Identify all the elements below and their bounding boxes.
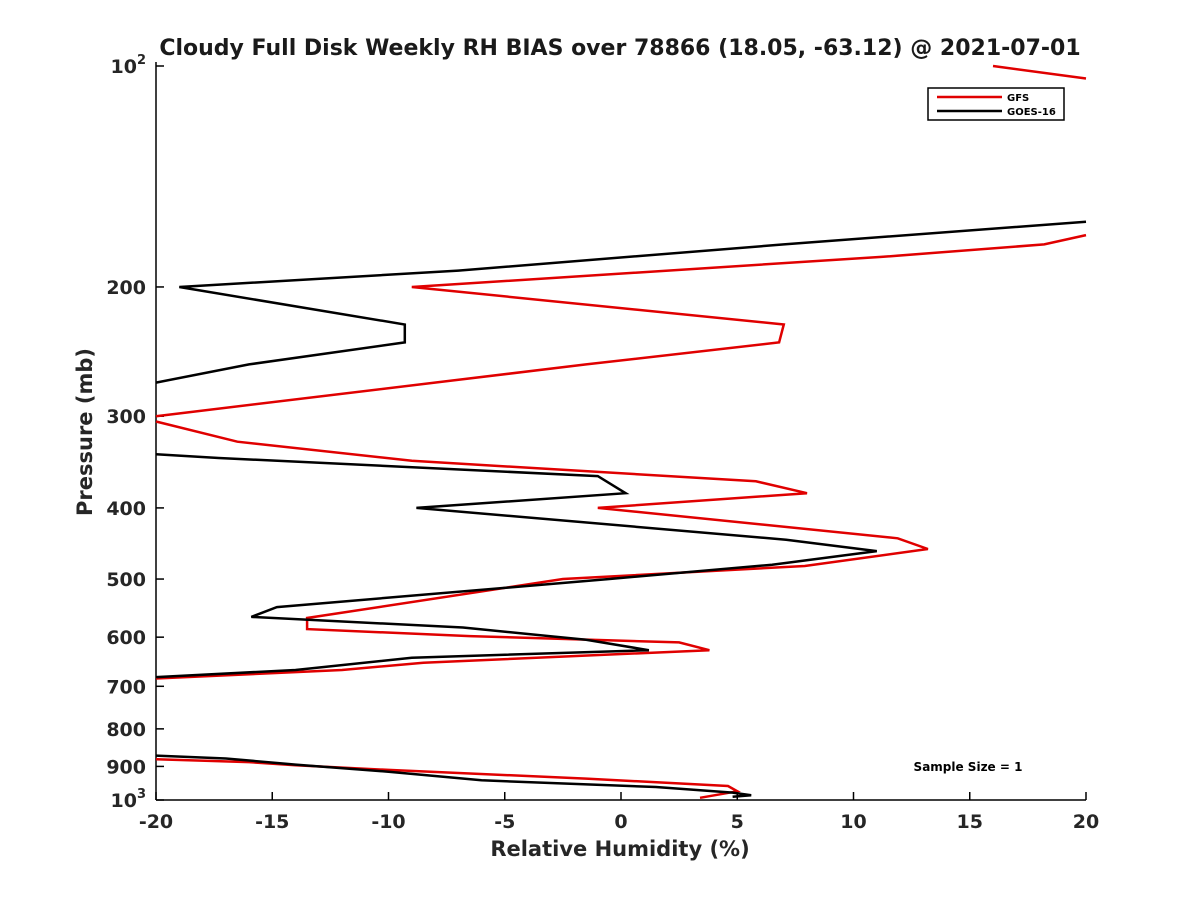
y-tick-label: 103 xyxy=(111,787,147,812)
series-line-goes16 xyxy=(155,754,752,799)
x-axis-ticks: -20 -15 -10 -5 0 5 10 15 20 xyxy=(139,792,1099,833)
y-tick-label-exponent: 3 xyxy=(137,787,146,802)
x-tick-label: -5 xyxy=(494,811,515,833)
legend-label-goes16: GOES-16 xyxy=(1007,107,1056,118)
legend-box xyxy=(927,87,1065,121)
series-line-goes16 xyxy=(155,220,1087,384)
x-tick-label: 10 xyxy=(840,811,866,833)
x-tick-label: 20 xyxy=(1073,811,1099,833)
sample-size-annotation: Sample Size = 1 xyxy=(914,760,1023,774)
y-tick-label: 700 xyxy=(106,676,146,698)
y-tick-label: 900 xyxy=(106,756,146,778)
y-tick-label-exponent: 2 xyxy=(137,53,146,68)
legend-label-gfs: GFS xyxy=(1007,93,1029,104)
series-line-gfs xyxy=(155,233,1087,418)
y-tick-label: 600 xyxy=(106,627,146,649)
series-line-gfs xyxy=(992,64,1087,80)
x-tick-label: -20 xyxy=(139,811,173,833)
y-tick-label: 200 xyxy=(106,277,146,299)
y-tick-label: 300 xyxy=(106,406,146,428)
y-tick-label: 500 xyxy=(106,569,146,591)
y-tick-label: 102 xyxy=(111,53,147,78)
x-tick-label: 0 xyxy=(614,811,627,833)
series-line-goes16 xyxy=(155,452,877,679)
legend: GFS GOES-16 xyxy=(927,87,1065,121)
x-tick-label: -10 xyxy=(371,811,405,833)
y-tick-label: 400 xyxy=(106,498,146,520)
chart-title: Cloudy Full Disk Weekly RH BIAS over 788… xyxy=(159,36,1080,61)
x-tick-label: 5 xyxy=(731,811,744,833)
x-tick-label: -15 xyxy=(255,811,289,833)
y-tick-label-base: 10 xyxy=(111,56,137,78)
series-line-gfs xyxy=(155,758,741,800)
x-tick-label: 15 xyxy=(957,811,983,833)
y-tick-label-base: 10 xyxy=(111,790,137,812)
x-axis-label: Relative Humidity (%) xyxy=(490,837,749,861)
plot-lines xyxy=(155,64,1087,800)
y-tick-label: 800 xyxy=(106,719,146,741)
y-axis-label: Pressure (mb) xyxy=(73,348,97,516)
